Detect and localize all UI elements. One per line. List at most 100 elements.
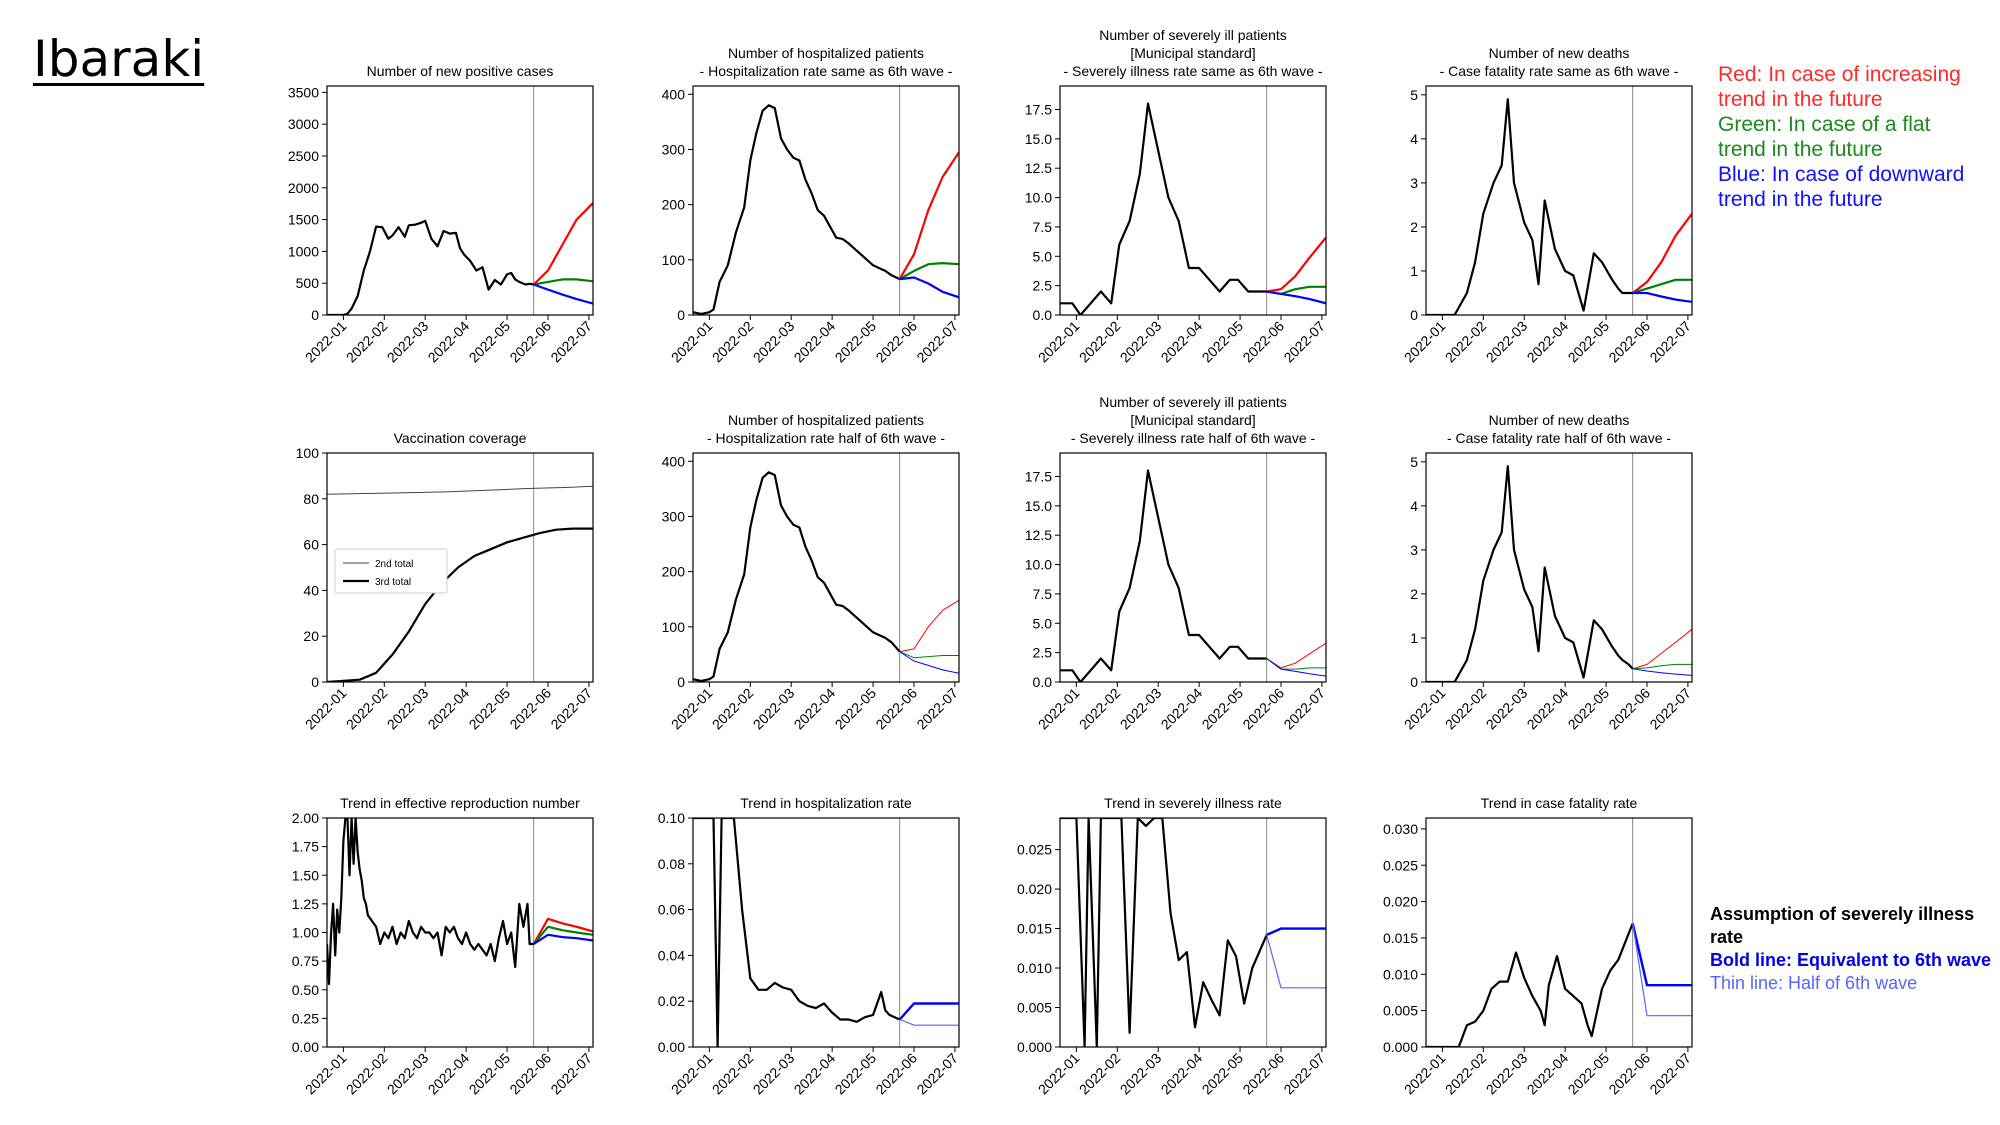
y-tick-label: 7.5 — [1033, 586, 1053, 602]
y-tick-label: 0.005 — [1383, 1003, 1418, 1019]
x-tick-label: 2022-01 — [1035, 318, 1083, 366]
y-tick-label: 0 — [1410, 307, 1418, 323]
series-line-red — [532, 917, 593, 945]
x-tick-label: 2022-05 — [1565, 685, 1613, 733]
y-tick-label: 0 — [311, 674, 319, 690]
x-tick-label: 2022-01 — [1401, 318, 1449, 366]
x-tick-label: 2022-02 — [343, 685, 391, 733]
y-tick-label: 10.0 — [1025, 190, 1052, 206]
series-line-bold — [1631, 923, 1692, 987]
y-tick-label: 0.06 — [658, 902, 685, 918]
y-tick-label: 17.5 — [1025, 468, 1052, 484]
plot-frame — [1425, 85, 1693, 316]
chart-panel-4: Number of new deaths - Case fatality rate… — [1401, 45, 1694, 365]
chart-title: [Municipal standard] — [1130, 45, 1255, 61]
series-line-green — [899, 262, 959, 281]
plot-frame — [1425, 452, 1693, 683]
x-tick-label: 2022-01 — [668, 318, 716, 366]
x-tick-label: 2022-06 — [872, 685, 920, 733]
series-line-actual — [693, 104, 901, 315]
series-line-actual — [327, 219, 534, 315]
chart-title: Trend in effective reproduction number — [340, 795, 580, 811]
y-tick-label: 0 — [677, 674, 685, 690]
series-line-blue — [899, 651, 959, 674]
x-tick-label: 2022-01 — [668, 1050, 716, 1098]
x-tick-label: 2022-07 — [913, 318, 961, 366]
series-line-blue — [1632, 291, 1692, 303]
x-tick-label: 2022-02 — [1442, 685, 1490, 733]
x-tick-label: 2022-03 — [1117, 1050, 1165, 1098]
y-tick-label: 3000 — [288, 116, 319, 132]
y-tick-label: 0.0 — [1033, 307, 1053, 323]
series-line-red — [899, 599, 959, 653]
legend-red: Red: In case of increasing trend in the … — [1718, 63, 1961, 111]
x-tick-label: 2022-04 — [425, 685, 473, 733]
series-line-actual — [327, 818, 534, 986]
x-tick-label: 2022-05 — [832, 318, 880, 366]
legend-blue: Blue: In case of downward trend in the f… — [1718, 163, 1965, 211]
x-tick-label: 2022-06 — [872, 1050, 920, 1098]
assumption-thin-line: Thin line: Half of 6th wave — [1710, 973, 1918, 993]
x-tick-label: 2022-05 — [1199, 1050, 1247, 1098]
series-line-actual — [1426, 465, 1634, 682]
plot-frame — [326, 452, 594, 683]
x-tick-label: 2022-06 — [1239, 318, 1287, 366]
y-tick-label: 100 — [662, 619, 686, 635]
page-title: Ibaraki — [33, 30, 205, 88]
y-tick-label: 20 — [303, 628, 319, 644]
series-line-actual — [693, 471, 901, 682]
y-tick-label: 300 — [662, 508, 686, 524]
chart-title: - Severely illness rate half of 6th wave… — [1071, 430, 1316, 446]
series-line-red — [1632, 213, 1692, 294]
x-tick-label: 2022-07 — [547, 1050, 595, 1098]
y-tick-label: 0.015 — [1017, 921, 1052, 937]
chart-panel-1: Number of new positive cases 0 500 1000 1500… — [288, 63, 595, 365]
x-tick-label: 2022-01 — [668, 685, 716, 733]
y-tick-label: 1 — [1410, 630, 1418, 646]
x-tick-label: 2022-05 — [832, 1050, 880, 1098]
series-line-red — [532, 202, 593, 286]
plot-frame — [692, 85, 960, 316]
series-line-actual — [693, 818, 901, 1047]
y-tick-label: 1500 — [288, 212, 319, 228]
x-tick-label: 2022-03 — [384, 318, 432, 366]
y-tick-label: 0.0 — [1033, 674, 1053, 690]
x-tick-label: 2022-05 — [466, 318, 514, 366]
x-tick-label: 2022-04 — [1158, 685, 1206, 733]
chart-title: Number of hospitalized patients — [728, 45, 924, 61]
chart-title: Number of severely ill patients — [1099, 394, 1287, 410]
chart-panel-9: Trend in effective reproduction number 0.… — [292, 795, 595, 1097]
chart-title: Trend in hospitalization rate — [740, 795, 912, 811]
y-tick-label: 1.25 — [292, 896, 319, 912]
x-tick-label: 2022-07 — [1646, 318, 1694, 366]
plot-frame — [1059, 452, 1327, 683]
y-tick-label: 2.00 — [292, 810, 319, 826]
y-tick-label: 0.025 — [1017, 842, 1052, 858]
x-tick-label: 2022-05 — [1199, 685, 1247, 733]
x-tick-label: 2022-03 — [384, 685, 432, 733]
chart-panel-8: Number of new deaths - Case fatality rate… — [1401, 412, 1694, 732]
series-line-green — [899, 651, 959, 659]
y-tick-label: 12.5 — [1025, 160, 1052, 176]
assumption-legend: Assumption of severely illness rate Bold… — [1710, 903, 1995, 995]
series-line-thin — [327, 485, 593, 495]
x-tick-label: 2022-05 — [1565, 318, 1613, 366]
series-line-red — [1632, 628, 1692, 670]
y-tick-label: 0.00 — [658, 1039, 685, 1055]
x-tick-label: 2022-05 — [466, 685, 514, 733]
series-line-blue — [533, 283, 593, 305]
x-tick-label: 2022-02 — [1442, 1050, 1490, 1098]
chart-title: - Hospitalization rate same as 6th wave … — [700, 63, 953, 79]
y-tick-label: 5 — [1410, 454, 1418, 470]
x-tick-label: 2022-03 — [750, 685, 798, 733]
y-tick-label: 200 — [662, 197, 686, 213]
x-tick-label: 2022-07 — [913, 685, 961, 733]
x-tick-label: 2022-07 — [547, 685, 595, 733]
chart-title: - Case fatality rate half of 6th wave - — [1447, 430, 1671, 446]
y-tick-label: 0.005 — [1017, 1000, 1052, 1016]
series-line-actual — [327, 527, 593, 682]
series-line-thin — [1266, 934, 1326, 989]
plot-frame — [1059, 85, 1327, 316]
x-tick-label: 2022-06 — [1605, 1050, 1653, 1098]
